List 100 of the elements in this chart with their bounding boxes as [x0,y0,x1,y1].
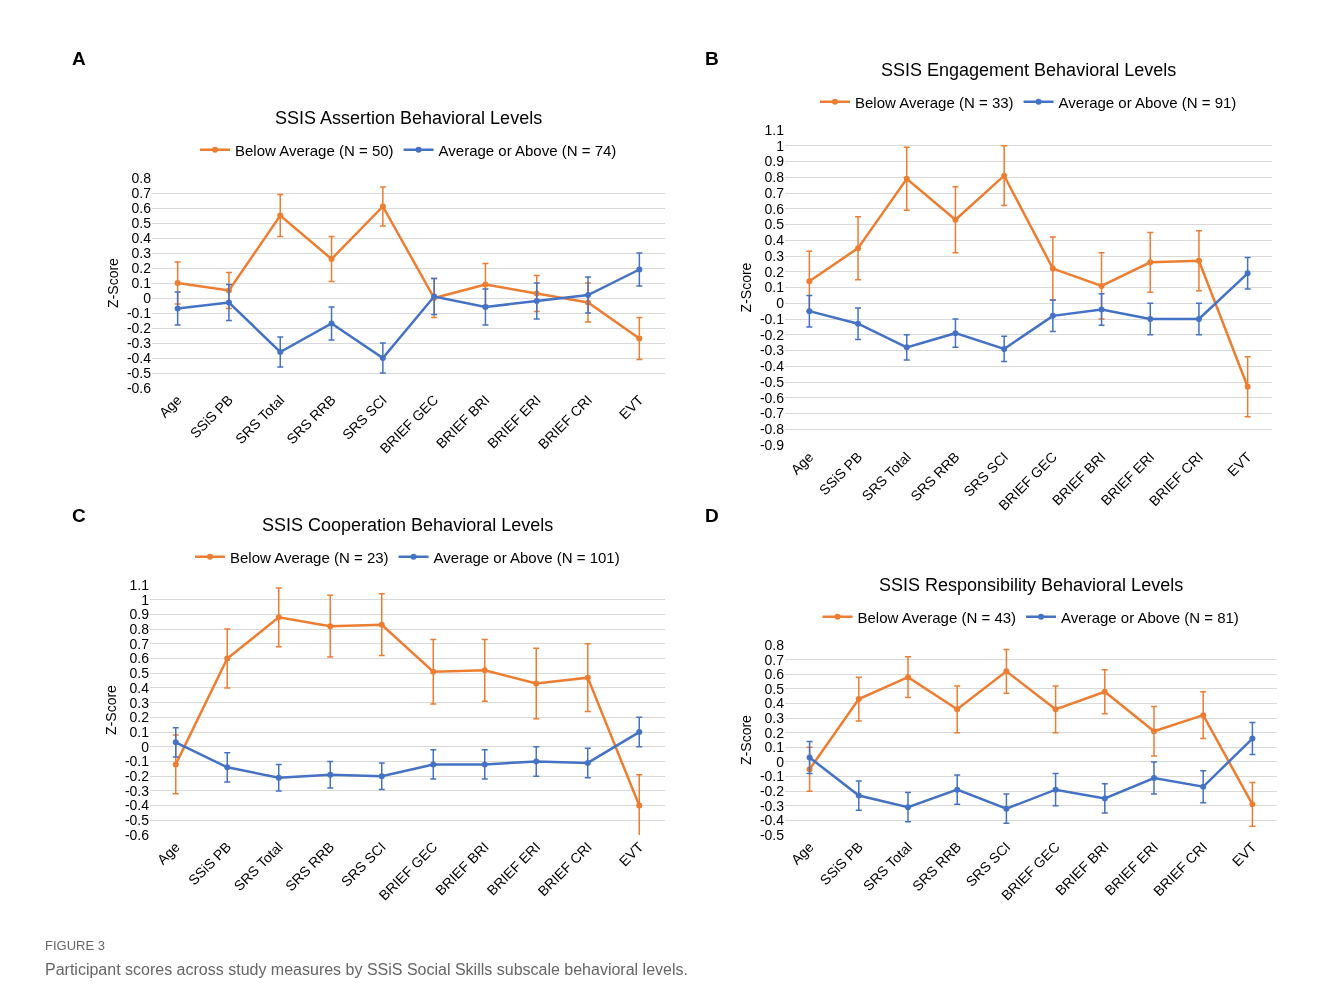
point [481,667,488,674]
y-tick-label: 0.3 [764,247,785,264]
point [636,266,643,273]
point [533,758,540,765]
chart-title: SSIS Assertion Behavioral Levels [275,108,543,128]
y-tick-label: 0.2 [764,263,785,280]
point [1200,783,1207,790]
point [905,804,911,811]
point [1098,282,1105,289]
y-tick-label: 0.3 [129,694,150,711]
point [174,280,181,286]
x-tick-label: Age [787,448,817,478]
point [1052,706,1059,713]
y-axis-title: Z-Score [738,714,755,765]
chart-title: SSIS Engagement Behavioral Levels [881,60,1177,80]
point [1003,668,1010,675]
y-tick-label: 0.6 [129,650,150,667]
point [482,281,489,288]
point [430,668,437,675]
point [1147,316,1154,322]
y-tick-label: 0.4 [129,679,150,696]
y-tick-label: -0.5 [126,364,152,381]
y-tick-label: -0.6 [126,379,152,396]
y-tick-label: -0.7 [759,405,785,422]
y-tick-label: -0.6 [124,826,150,843]
y-tick-label: 1.1 [764,121,785,138]
y-tick-label: -0.1 [759,310,785,327]
point [1200,712,1207,719]
y-tick-label: 0.4 [764,232,785,249]
point [1052,786,1059,793]
point [1001,345,1008,352]
legend-label: Average or Above (N = 74) [438,141,617,159]
y-tick-label: 0 [143,289,152,306]
y-tick-label: 0.8 [131,169,152,186]
y-tick-label: 0.1 [764,739,785,756]
y-tick-label: -0.5 [759,826,785,843]
y-tick-label: 0.7 [764,184,785,201]
legend-label: Average or Above (N = 91) [1058,93,1237,111]
x-tick-label: Age [153,838,183,868]
y-tick-label: -0.2 [124,768,150,785]
y-tick-label: -0.1 [759,768,785,785]
y-tick-label: 0.7 [764,651,785,668]
point [379,355,386,361]
point [903,175,910,182]
point [225,299,232,306]
point [855,320,862,327]
point [224,655,231,662]
y-tick-label: -0.3 [759,342,785,359]
point [806,308,813,315]
point [533,680,540,687]
point [636,335,643,342]
legend-label: Below Average (N = 23) [230,548,389,566]
y-axis-title: Z-Score [105,257,122,308]
y-axis-title: Z-Score [103,684,120,735]
point [952,330,959,337]
y-tick-label: -0.4 [759,358,785,375]
legend-label: Below Average (N = 43) [857,608,1017,626]
y-tick-label: -0.9 [759,436,785,453]
y-tick-label: 0.2 [764,724,785,741]
y-tick-label: 0.6 [764,200,785,217]
y-tick-label: -0.6 [759,389,785,406]
y-tick-label: 0.8 [129,621,150,638]
point [224,764,231,771]
y-tick-label: 0.8 [764,169,785,186]
chart-title: SSIS Responsibility Behavioral Levels [879,575,1184,595]
point [585,292,592,298]
y-tick-label: 0 [776,295,785,312]
y-tick-label: 0.9 [764,153,785,170]
point [378,621,385,628]
y-tick-label: 1 [141,591,150,608]
y-tick-label: -0.3 [124,782,150,799]
point [172,739,179,746]
y-tick-label: -0.5 [124,812,150,829]
point [954,786,961,793]
point [482,304,489,310]
y-tick-label: 0.7 [131,184,152,201]
y-tick-label: 0.7 [129,635,150,652]
y-tick-label: 0.1 [764,279,785,296]
point [903,344,910,351]
point [1101,688,1108,695]
point [1244,383,1251,390]
legend-label: Average or Above (N = 81) [1061,608,1239,626]
chart-title: SSIS Cooperation Behavioral Levels [262,515,554,535]
legend-label: Below Average (N = 50) [235,141,394,159]
point [1151,728,1157,735]
y-tick-label: 0.5 [764,216,785,233]
point [1195,316,1202,322]
text: A [72,48,86,69]
y-tick-label: 0.4 [764,695,785,712]
point [327,771,334,778]
y-tick-label: 0.4 [131,229,152,246]
y-tick-label: -0.4 [126,349,152,366]
point [806,754,813,761]
point [636,729,643,736]
y-tick-label: -0.4 [124,797,150,814]
y-tick-label: -0.1 [124,753,150,770]
point [1003,805,1010,812]
point [855,696,862,703]
x-tick-label: Age [787,838,817,868]
point [277,349,284,355]
